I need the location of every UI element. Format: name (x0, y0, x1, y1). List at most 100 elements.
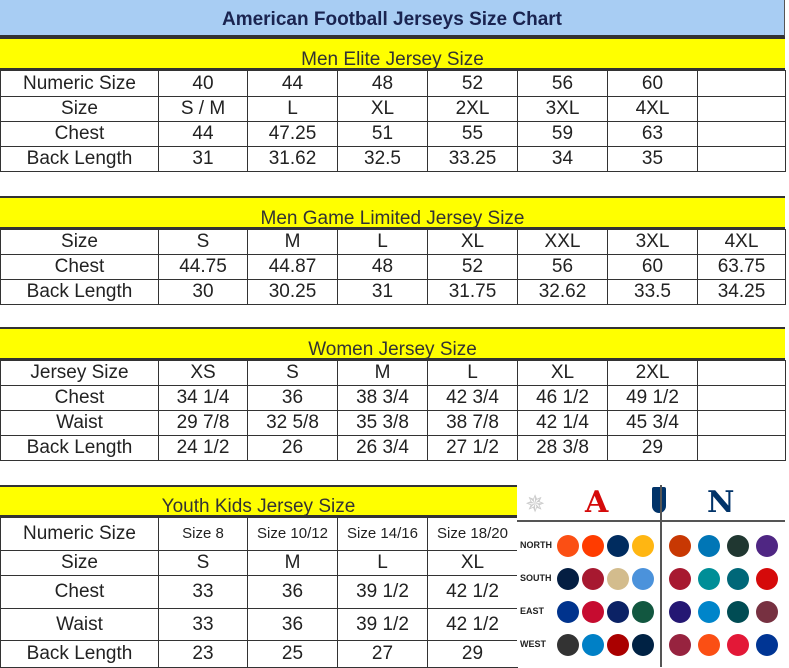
table-cell: 60 (607, 254, 698, 280)
table-cell: 32.62 (517, 279, 608, 305)
division-label: SOUTH (520, 573, 552, 583)
row-label: Waist (0, 410, 159, 436)
table-cell: 2XL (427, 96, 518, 122)
table-cell: 34.25 (697, 279, 786, 305)
table-cell: 52 (427, 70, 518, 97)
table-cell (697, 435, 786, 461)
table-cell: M (247, 550, 338, 576)
table-cell: 28 3/8 (517, 435, 608, 461)
nfl-shield-icon (652, 487, 666, 513)
team-logo-icon (756, 535, 778, 557)
team-logo-icon (632, 634, 654, 656)
row-label: Chest (0, 254, 159, 280)
table-cell: 23 (158, 640, 248, 668)
afc-logo: A (585, 485, 609, 520)
table-cell: 63.75 (697, 254, 786, 280)
team-logo-icon (582, 601, 604, 623)
table-cell: S (158, 229, 248, 255)
team-logo-icon (756, 568, 778, 590)
team-logo-icon (582, 568, 604, 590)
table-cell: 47.25 (247, 121, 338, 147)
table-cell: 34 (517, 146, 608, 172)
table-cell: 31.62 (247, 146, 338, 172)
row-label: Size (0, 96, 159, 122)
table-cell: 27 (337, 640, 428, 668)
size-section: Women Jersey Size Jersey Size XS S M L XL 2XL Ch… (0, 327, 786, 461)
team-logo-icon (557, 601, 579, 623)
team-logo-icon (669, 568, 691, 590)
team-logo-icon (632, 601, 654, 623)
team-logo-icon (557, 634, 579, 656)
table-cell: 33.5 (607, 279, 698, 305)
table-cell: L (337, 550, 428, 576)
division-row: NORTH (517, 532, 785, 562)
table-cell: XS (158, 360, 248, 386)
team-logo-icon (607, 568, 629, 590)
table-cell: Size 14/16 (337, 517, 428, 551)
table-cell: XL (337, 96, 428, 122)
team-logo-icon (669, 535, 691, 557)
team-logo-icon (727, 601, 749, 623)
table-cell: XL (427, 550, 518, 576)
row-label: Back Length (0, 435, 159, 461)
table-cell (697, 96, 786, 122)
team-logo-icon (698, 568, 720, 590)
table-cell (697, 360, 786, 386)
table-row: Back Length 30 30.25 31 31.75 32.62 33.5 34.25 (0, 279, 786, 305)
table-cell: 39 1/2 (337, 575, 428, 609)
table-cell: 30.25 (247, 279, 338, 305)
table-row: Chest 33 36 39 1/2 42 1/2 (0, 575, 518, 609)
table-row: Back Length 23 25 27 29 (0, 640, 518, 668)
table-cell: 56 (517, 254, 608, 280)
table-cell: Size 18/20 (427, 517, 518, 551)
table-cell: 4XL (607, 96, 698, 122)
table-cell (697, 385, 786, 411)
team-logo-icon (756, 601, 778, 623)
table-cell: 31.75 (427, 279, 518, 305)
table-row: Chest 34 1/4 36 38 3/4 42 3/4 46 1/2 49 1/2 (0, 385, 786, 411)
table-cell: 36 (247, 608, 338, 641)
table-cell: 39 1/2 (337, 608, 428, 641)
table-row: Numeric Size 40 44 48 52 56 60 (0, 70, 786, 97)
table-cell: 44 (247, 70, 338, 97)
table-cell: 60 (607, 70, 698, 97)
table-cell: 42 1/2 (427, 575, 518, 609)
table-cell: 56 (517, 70, 608, 97)
table-cell: S (158, 550, 248, 576)
size-table: Numeric Size 40 44 48 52 56 60 Size S / M L XL 2XL 3… (0, 70, 786, 172)
table-cell: Size 10/12 (247, 517, 338, 551)
table-row: Back Length 31 31.62 32.5 33.25 34 35 (0, 146, 786, 172)
table-cell: 29 7/8 (158, 410, 248, 436)
size-table: Size S M L XL XXL 3XL 4XL Chest 44.75 44.87 48 52 56 6… (0, 229, 786, 305)
table-cell: 34 1/4 (158, 385, 248, 411)
team-logo-icon (607, 601, 629, 623)
table-cell: 59 (517, 121, 608, 147)
row-label: Size (0, 229, 159, 255)
table-cell: 36 (247, 385, 338, 411)
table-cell: 42 1/2 (427, 608, 518, 641)
section-title: Women Jersey Size (0, 327, 785, 360)
division-label: NORTH (520, 540, 552, 550)
table-cell: M (337, 360, 428, 386)
row-label: Chest (0, 121, 159, 147)
section-title: Youth Kids Jersey Size (0, 485, 517, 517)
row-label: Jersey Size (0, 360, 159, 386)
table-cell: 44 (158, 121, 248, 147)
table-cell (697, 410, 786, 436)
table-cell: S (247, 360, 338, 386)
division-row: WEST (517, 631, 785, 661)
team-logo-icon (632, 535, 654, 557)
table-cell: 26 3/4 (337, 435, 428, 461)
nfc-logo: N (707, 485, 735, 520)
table-cell: 45 3/4 (607, 410, 698, 436)
row-label: Numeric Size (0, 517, 159, 551)
table-row: Waist 29 7/8 32 5/8 35 3/8 38 7/8 42 1/4 45 3/… (0, 410, 786, 436)
table-cell: L (247, 96, 338, 122)
team-logo-icon (669, 601, 691, 623)
table-cell: S / M (158, 96, 248, 122)
table-cell: 38 3/4 (337, 385, 428, 411)
team-logo-icon (727, 535, 749, 557)
section-title: Men Game Limited Jersey Size (0, 196, 785, 229)
size-section: Men Elite Jersey Size Numeric Size 40 44 48 5… (0, 37, 786, 172)
team-logo-icon (607, 634, 629, 656)
